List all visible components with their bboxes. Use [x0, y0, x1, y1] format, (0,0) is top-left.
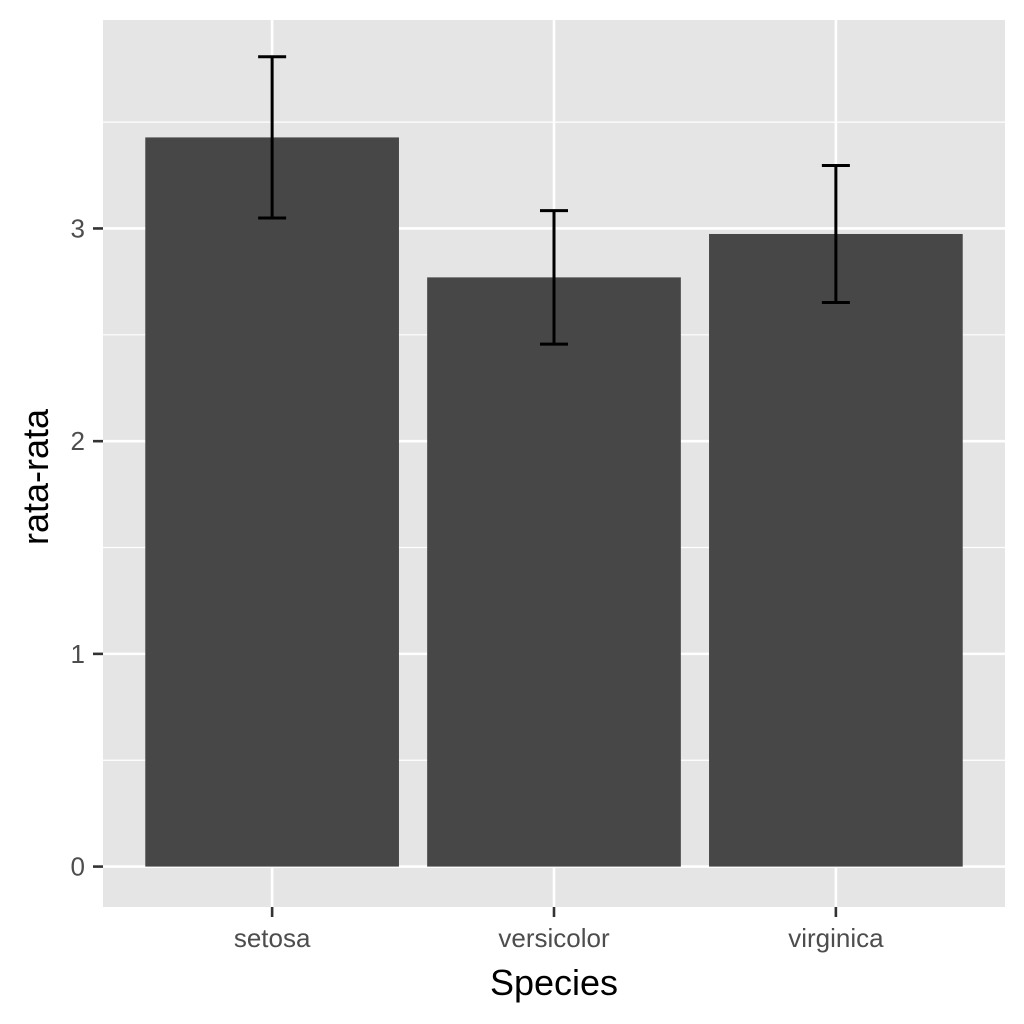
- y-tick-label: 2: [71, 426, 85, 456]
- bar-versicolor: [427, 277, 681, 867]
- error-bar-versicolor: [540, 209, 568, 346]
- y-tick-label: 3: [71, 213, 85, 243]
- x-tick-label: versicolor: [498, 923, 610, 953]
- error-bar-virginica: [821, 163, 850, 304]
- y-tick-label: 0: [71, 852, 85, 882]
- x-axis-title: Species: [490, 962, 618, 1003]
- bar-virginica: [709, 233, 963, 867]
- y-tick-label: 1: [71, 639, 85, 669]
- x-axis: setosa versicolor virginica: [234, 907, 884, 953]
- bars: [145, 137, 963, 867]
- error-bars: [258, 55, 850, 346]
- y-axis: 0 1 2 3: [71, 213, 103, 882]
- error-bar-setosa: [258, 55, 287, 220]
- x-tick-label: setosa: [234, 923, 311, 953]
- bar-setosa: [145, 137, 399, 867]
- x-tick-label: virginica: [788, 923, 884, 953]
- y-axis-title: rata-rata: [15, 408, 56, 545]
